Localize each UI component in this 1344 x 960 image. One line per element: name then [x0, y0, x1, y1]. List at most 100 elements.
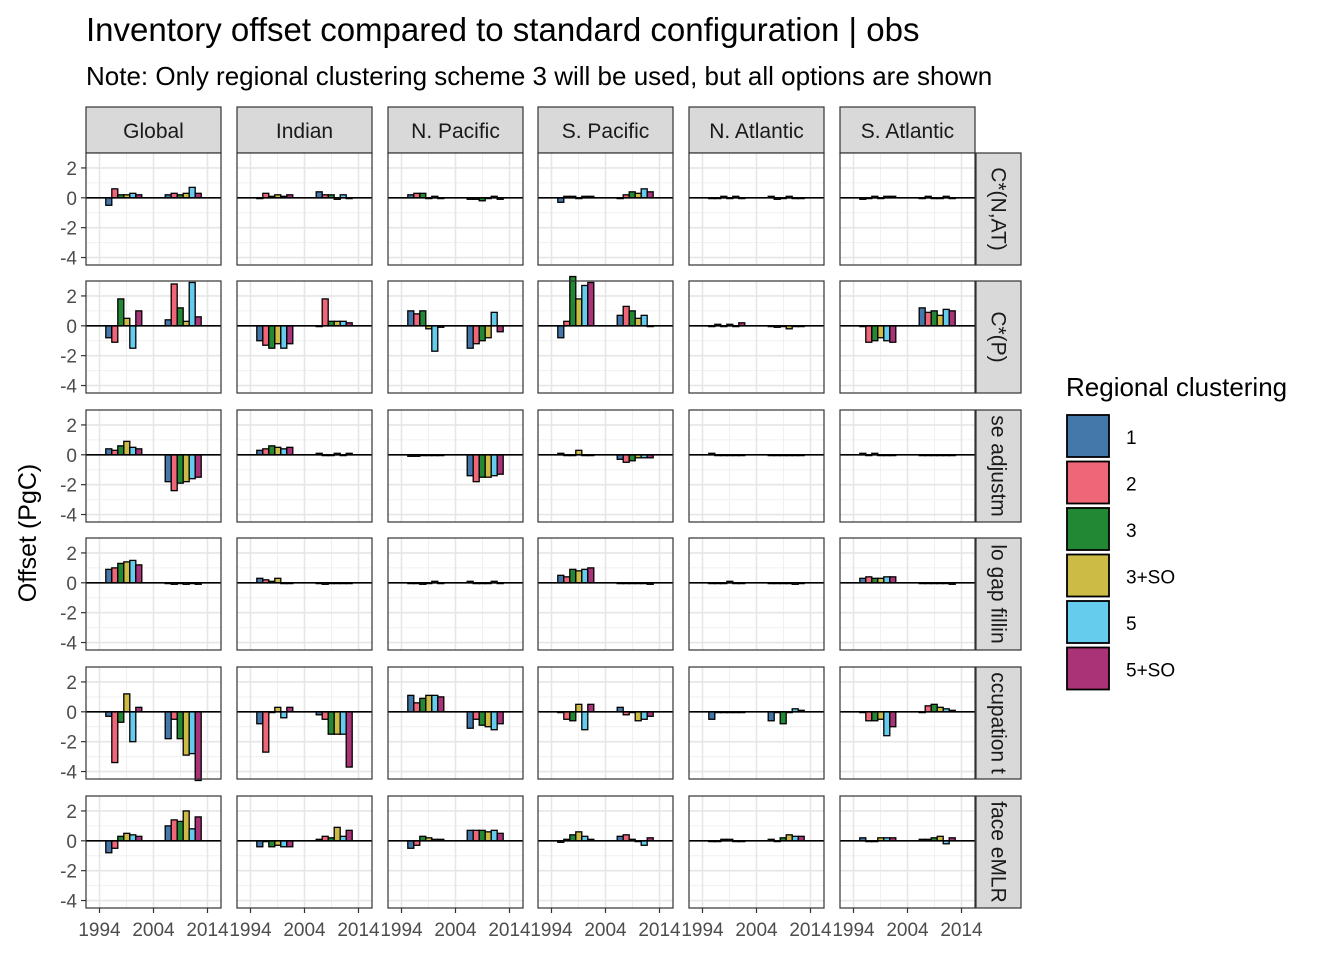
bar [466, 711, 474, 729]
x-tick-label: 2014 [186, 920, 229, 941]
panel-border [537, 152, 674, 266]
bar [490, 711, 498, 731]
bar [176, 454, 184, 484]
facet-panel: 2 0 -2 -4 [60, 280, 222, 398]
bar [286, 446, 294, 456]
bar [105, 197, 113, 206]
panel-border [387, 152, 524, 266]
bar [176, 307, 184, 327]
row-strip [975, 795, 1022, 909]
panel-border [236, 280, 373, 394]
x-tick-label: 2004 [735, 920, 778, 941]
column-strip [85, 106, 222, 154]
bar [871, 325, 879, 342]
facet-panel [236, 666, 373, 780]
panel-border [387, 409, 524, 523]
bar [628, 454, 636, 462]
row-strip [975, 152, 1022, 266]
x-tick-label: 2014 [337, 920, 380, 941]
column-strip [839, 106, 976, 154]
bar [767, 711, 775, 722]
bar [188, 281, 196, 327]
bar [111, 188, 119, 199]
column-strip-label: N. Pacific [411, 120, 500, 143]
legend-title: Regional clustering [1066, 372, 1287, 402]
bar [466, 829, 474, 842]
panel-border [688, 537, 825, 651]
bar [865, 711, 873, 722]
bar [262, 711, 270, 753]
y-tick-label: -2 [60, 347, 77, 368]
bar [117, 711, 125, 723]
bar [581, 711, 589, 731]
bar [170, 283, 178, 327]
bar [587, 281, 595, 327]
panel-border [688, 280, 825, 394]
bar [256, 840, 264, 848]
row-strip-label-group: C*(N,AT) [987, 167, 1010, 251]
bar [345, 829, 353, 842]
bar [877, 711, 885, 720]
bar [496, 711, 504, 725]
bar [622, 834, 630, 842]
y-tick-label: 2 [66, 416, 77, 437]
panel-border [85, 280, 222, 394]
column-strip-label: S. Pacific [562, 120, 650, 143]
legend-key-label: 2 [1126, 475, 1137, 496]
bar [557, 574, 565, 584]
bar [569, 834, 577, 842]
bar [117, 298, 125, 327]
panel-border [85, 666, 222, 780]
panel-border [387, 537, 524, 651]
bar [407, 694, 415, 713]
bar [280, 711, 288, 719]
y-axis-title: Offset (PgC) [14, 464, 42, 602]
x-tick-label: 1994 [530, 920, 573, 941]
facet-panel [839, 409, 976, 523]
bar [268, 445, 276, 456]
bar [111, 711, 119, 764]
bar [123, 832, 131, 842]
legend-key-swatch [1066, 507, 1110, 551]
row-strip [975, 409, 1022, 523]
bar [569, 568, 577, 584]
column-strip [387, 106, 524, 154]
bar [478, 325, 486, 342]
bar [466, 325, 474, 349]
panel-border [688, 409, 825, 523]
y-tick-label: 0 [66, 446, 77, 467]
facet-panel [387, 537, 524, 651]
bar [117, 445, 125, 456]
row-strip-label-group: C*(P) [987, 311, 1010, 362]
row-strip [975, 666, 1022, 780]
facet-panel [236, 537, 373, 651]
legend-key-swatch [1066, 414, 1110, 458]
bar [194, 454, 202, 478]
column-strip [236, 106, 373, 154]
y-tick-label: -2 [60, 733, 77, 754]
bar [569, 275, 577, 327]
facet-panel: 1994 2004 2014 [530, 795, 681, 941]
bar [315, 191, 323, 199]
bar [413, 702, 421, 713]
panel-border [839, 537, 976, 651]
bar [889, 576, 897, 584]
panel-border [688, 666, 825, 780]
row-strip-label: C*(P) [987, 311, 1010, 362]
bar [419, 310, 427, 327]
x-tick-label: 2004 [886, 920, 929, 941]
bar [339, 711, 347, 735]
y-tick-label: 0 [66, 832, 77, 853]
legend-key-label: 3+SO [1126, 568, 1175, 589]
row-strip-label-group: se adjustm [987, 415, 1010, 517]
x-tick-label: 2004 [132, 920, 175, 941]
facet-panel [387, 280, 524, 394]
bar [628, 310, 636, 327]
facet-panel [688, 537, 825, 651]
bar [563, 576, 571, 584]
bar [129, 711, 137, 743]
bar [256, 711, 264, 725]
bar [865, 576, 873, 584]
bar [484, 325, 492, 339]
column-strip-label: Global [123, 120, 184, 143]
